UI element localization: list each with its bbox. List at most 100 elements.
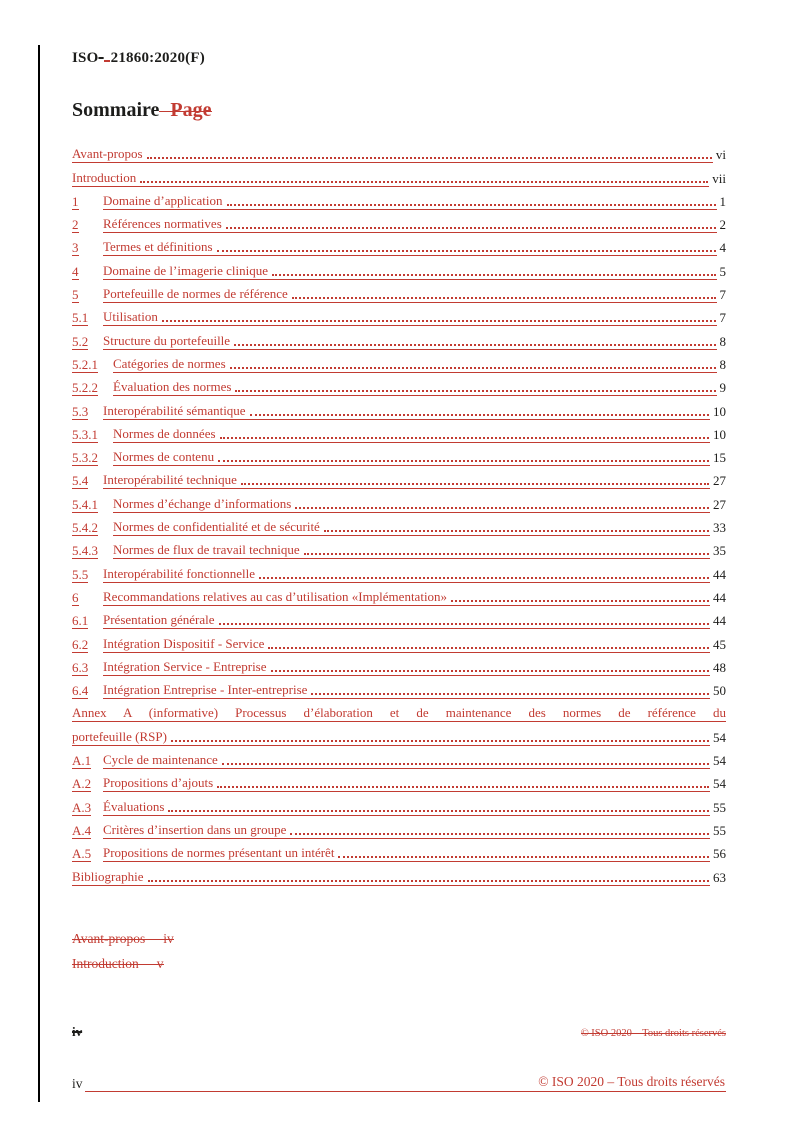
toc-entry-title-leader: Normes de flux de travail technique xyxy=(113,541,710,560)
toc-entry-number-text: 5.4.3 xyxy=(72,543,98,560)
toc-entry[interactable]: Avant-propos vi xyxy=(72,140,726,164)
toc-entry-number-text: A.5 xyxy=(72,846,92,863)
toc-entry-title: Intégration Service - Entreprise xyxy=(103,658,267,674)
deleted-entry-strike: Avant-propos iv xyxy=(72,931,174,947)
toc-entry[interactable]: A.3 Évaluations 55 xyxy=(72,792,726,816)
toc-entry-number: 5.3.1 xyxy=(72,426,113,443)
toc-entry-page-number: 15 xyxy=(713,450,726,466)
toc-entry-title-leader: Propositions de normes présentant un int… xyxy=(103,844,710,863)
toc-entry-title-leader: Portefeuille de normes de référence xyxy=(103,285,717,304)
toc-entry-number-text: 6.4 xyxy=(72,683,89,700)
toc-entry-title: portefeuille (RSP) xyxy=(72,728,167,744)
toc-entry-page-number: 55 xyxy=(713,799,726,815)
toc-entry-title: Évaluations xyxy=(103,798,165,814)
deleted-toc-entry: Introduction v xyxy=(72,956,174,981)
toc-entry-number: 6.1 xyxy=(72,612,103,630)
deleted-page-label-text: Page xyxy=(170,99,212,121)
toc-entry[interactable]: 5.2 Structure du portefeuille 8 xyxy=(72,326,726,350)
toc-entry[interactable]: 5.4.2 Normes de confidentialité et de séc… xyxy=(72,513,726,537)
toc-heading-title: Sommaire xyxy=(72,99,160,121)
doc-ref-number: 21860:2020(F) xyxy=(110,50,205,66)
toc-entry[interactable]: 3 Termes et définitions 4 xyxy=(72,233,726,257)
toc-entry-number: 5 xyxy=(72,286,103,304)
toc-entry-title: Interopérabilité fonctionnelle xyxy=(103,565,255,581)
toc-entry-number-text: 5.3.1 xyxy=(72,426,98,443)
toc-entry[interactable]: 5 Portefeuille de normes de référence 7 xyxy=(72,280,727,304)
toc-entry[interactable]: 6.2 Intégration Dispositif - Service 45 xyxy=(72,629,726,653)
toc-entry-number-text: 5.5 xyxy=(72,566,89,583)
toc-entry-page-number: 5 xyxy=(719,263,727,279)
toc-entry[interactable]: 6.4 Intégration Entreprise - Inter-entrep… xyxy=(72,676,726,700)
toc-entry-title: Avant-propos xyxy=(72,146,143,162)
toc-entry[interactable]: A.4 Critères d’insertion dans un groupe 55 xyxy=(72,816,726,839)
toc-entry-page-number: 2 xyxy=(719,217,727,233)
toc-entry-title-leader: Intégration Dispositif - Service xyxy=(103,635,710,653)
toc-entry-number: A.5 xyxy=(72,845,103,863)
toc-entry[interactable]: 5.1 Utilisation 7 xyxy=(72,303,726,327)
toc-entry-annex-heading[interactable]: Annex A (informative) Processus d’élabor… xyxy=(72,699,726,723)
toc-entry-title-leader: portefeuille (RSP) xyxy=(72,728,710,746)
toc-entry-title-leader: Bibliographie xyxy=(72,868,710,886)
toc-entry[interactable]: 5.2.1 Catégories de normes 8 xyxy=(72,350,726,373)
toc-entry-number: 6.4 xyxy=(72,682,103,700)
doc-ref-prefix: ISO xyxy=(72,50,99,66)
toc-entry-title: Normes de données xyxy=(113,425,216,441)
toc-entry[interactable]: Introduction vii xyxy=(72,163,726,187)
toc-entry-title-leader: Normes de données xyxy=(113,425,710,443)
toc-entry-title: Intégration Dispositif - Service xyxy=(103,635,265,651)
toc-entry-title-leader: Évaluation des normes xyxy=(113,378,717,397)
toc-entry-number-text: 2 xyxy=(72,217,79,234)
toc-entry-number-text: A.4 xyxy=(72,822,92,839)
toc-entry[interactable]: A.2 Propositions d’ajouts 54 xyxy=(72,769,726,793)
footer-inserted: iv © ISO 2020 – Tous droits réservés xyxy=(72,1074,726,1092)
toc-entry-number: 5.4.2 xyxy=(72,519,113,537)
toc-entry-number: 5.3.2 xyxy=(72,449,113,467)
toc-entry[interactable]: 5.3.2 Normes de contenu 15 xyxy=(72,443,726,467)
toc-entry-title: Structure du portefeuille xyxy=(103,332,231,348)
toc-entry-title: Propositions d’ajouts xyxy=(103,775,214,791)
toc-entry[interactable]: 5.3.1 Normes de données 10 xyxy=(72,420,726,443)
toc-entry[interactable]: 5.4.1 Normes d’échange d’informations 27 xyxy=(72,489,726,513)
toc-entry[interactable]: 5.3 Interopérabilité sémantique 10 xyxy=(72,396,726,420)
toc-entry[interactable]: 1 Domaine d’application 1 xyxy=(72,187,726,210)
deleted-entry-strike: Introduction v xyxy=(72,956,164,972)
toc-entry-title-leader: Normes de contenu xyxy=(113,448,710,467)
toc-entry-title-leader: Recommandations relatives au cas d’utili… xyxy=(103,588,710,606)
deleted-page-label: Page xyxy=(159,99,212,122)
toc-entry[interactable]: 6.1 Présentation générale 44 xyxy=(72,606,726,630)
footer-deleted-copyright: © ISO 2020 – Tous droits réservés xyxy=(580,1028,727,1039)
toc-entry-page-number: 27 xyxy=(713,496,726,512)
toc-entry[interactable]: 5.2.2 Évaluation des normes 9 xyxy=(72,373,726,397)
toc-entry-page-number: 27 xyxy=(713,473,726,489)
toc-entry[interactable]: A.1 Cycle de maintenance 54 xyxy=(72,746,726,770)
toc-entry-title: Normes de flux de travail technique xyxy=(113,542,300,558)
toc-entry[interactable]: 6.3 Intégration Service - Entreprise 48 xyxy=(72,653,726,676)
toc-entry-page-number: 7 xyxy=(719,287,727,303)
toc-entry-title-leader: Domaine de l’imagerie clinique xyxy=(103,262,717,280)
toc-entry-title: Normes de confidentialité et de sécurité xyxy=(113,519,320,535)
toc-entry[interactable]: 4 Domaine de l’imagerie clinique 5 xyxy=(72,256,727,280)
toc-entry-title-leader: Interopérabilité sémantique xyxy=(103,402,710,420)
toc-entry[interactable]: 5.4.3 Normes de flux de travail technique… xyxy=(72,536,726,560)
toc-entry-title-leader: Termes et définitions xyxy=(103,238,717,257)
toc-entry-number: 5.5 xyxy=(72,566,103,583)
toc-entry[interactable]: portefeuille (RSP) 54 xyxy=(72,722,726,746)
toc-entry-page-number: 10 xyxy=(713,403,726,419)
toc-entry[interactable]: 6 Recommandations relatives au cas d’util… xyxy=(72,583,726,606)
toc-entry-number: 3 xyxy=(72,239,103,257)
toc-entry-page-number: 44 xyxy=(713,613,726,629)
toc-entry-page-number: 10 xyxy=(713,426,726,442)
toc-entry-title: Évaluation des normes xyxy=(113,379,232,395)
footer-deleted-page-number: iv xyxy=(72,1024,83,1039)
toc-entry[interactable]: A.5 Propositions de normes présentant un … xyxy=(72,839,726,863)
toc-entry-number: A.4 xyxy=(72,822,103,839)
toc-entry-page-number: vi xyxy=(715,147,726,163)
toc-entry[interactable]: 5.4 Interopérabilité technique 27 xyxy=(72,466,726,490)
toc-entry[interactable]: Bibliographie 63 xyxy=(72,862,726,886)
footer-deleted-copyright-text: © ISO 2020 – Tous droits réservés xyxy=(580,1028,727,1039)
toc-entry[interactable]: 5.5 Interopérabilité fonctionnelle 44 xyxy=(72,559,726,583)
toc-entry-title: Interopérabilité sémantique xyxy=(103,402,246,418)
toc-entry-page-number: 44 xyxy=(713,566,726,582)
toc-entry-page-number: 50 xyxy=(713,683,726,699)
toc-entry[interactable]: 2 Références normatives 2 xyxy=(72,210,727,234)
